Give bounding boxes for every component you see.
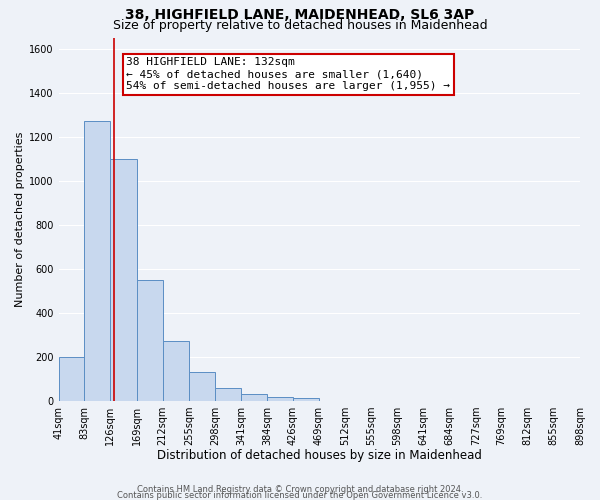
Bar xyxy=(241,394,268,401)
Text: 38 HIGHFIELD LANE: 132sqm
← 45% of detached houses are smaller (1,640)
54% of se: 38 HIGHFIELD LANE: 132sqm ← 45% of detac… xyxy=(127,58,451,90)
Text: Contains public sector information licensed under the Open Government Licence v3: Contains public sector information licen… xyxy=(118,490,482,500)
Y-axis label: Number of detached properties: Number of detached properties xyxy=(15,132,25,307)
Bar xyxy=(268,396,293,401)
Bar xyxy=(189,372,215,401)
Bar xyxy=(137,280,163,401)
Text: Size of property relative to detached houses in Maidenhead: Size of property relative to detached ho… xyxy=(113,19,487,32)
Text: 38, HIGHFIELD LANE, MAIDENHEAD, SL6 3AP: 38, HIGHFIELD LANE, MAIDENHEAD, SL6 3AP xyxy=(125,8,475,22)
Bar xyxy=(215,388,241,401)
X-axis label: Distribution of detached houses by size in Maidenhead: Distribution of detached houses by size … xyxy=(157,450,482,462)
Bar xyxy=(163,342,189,401)
Bar xyxy=(59,357,84,401)
Bar xyxy=(84,121,110,401)
Bar xyxy=(293,398,319,401)
Bar xyxy=(110,158,137,401)
Text: Contains HM Land Registry data © Crown copyright and database right 2024.: Contains HM Land Registry data © Crown c… xyxy=(137,484,463,494)
